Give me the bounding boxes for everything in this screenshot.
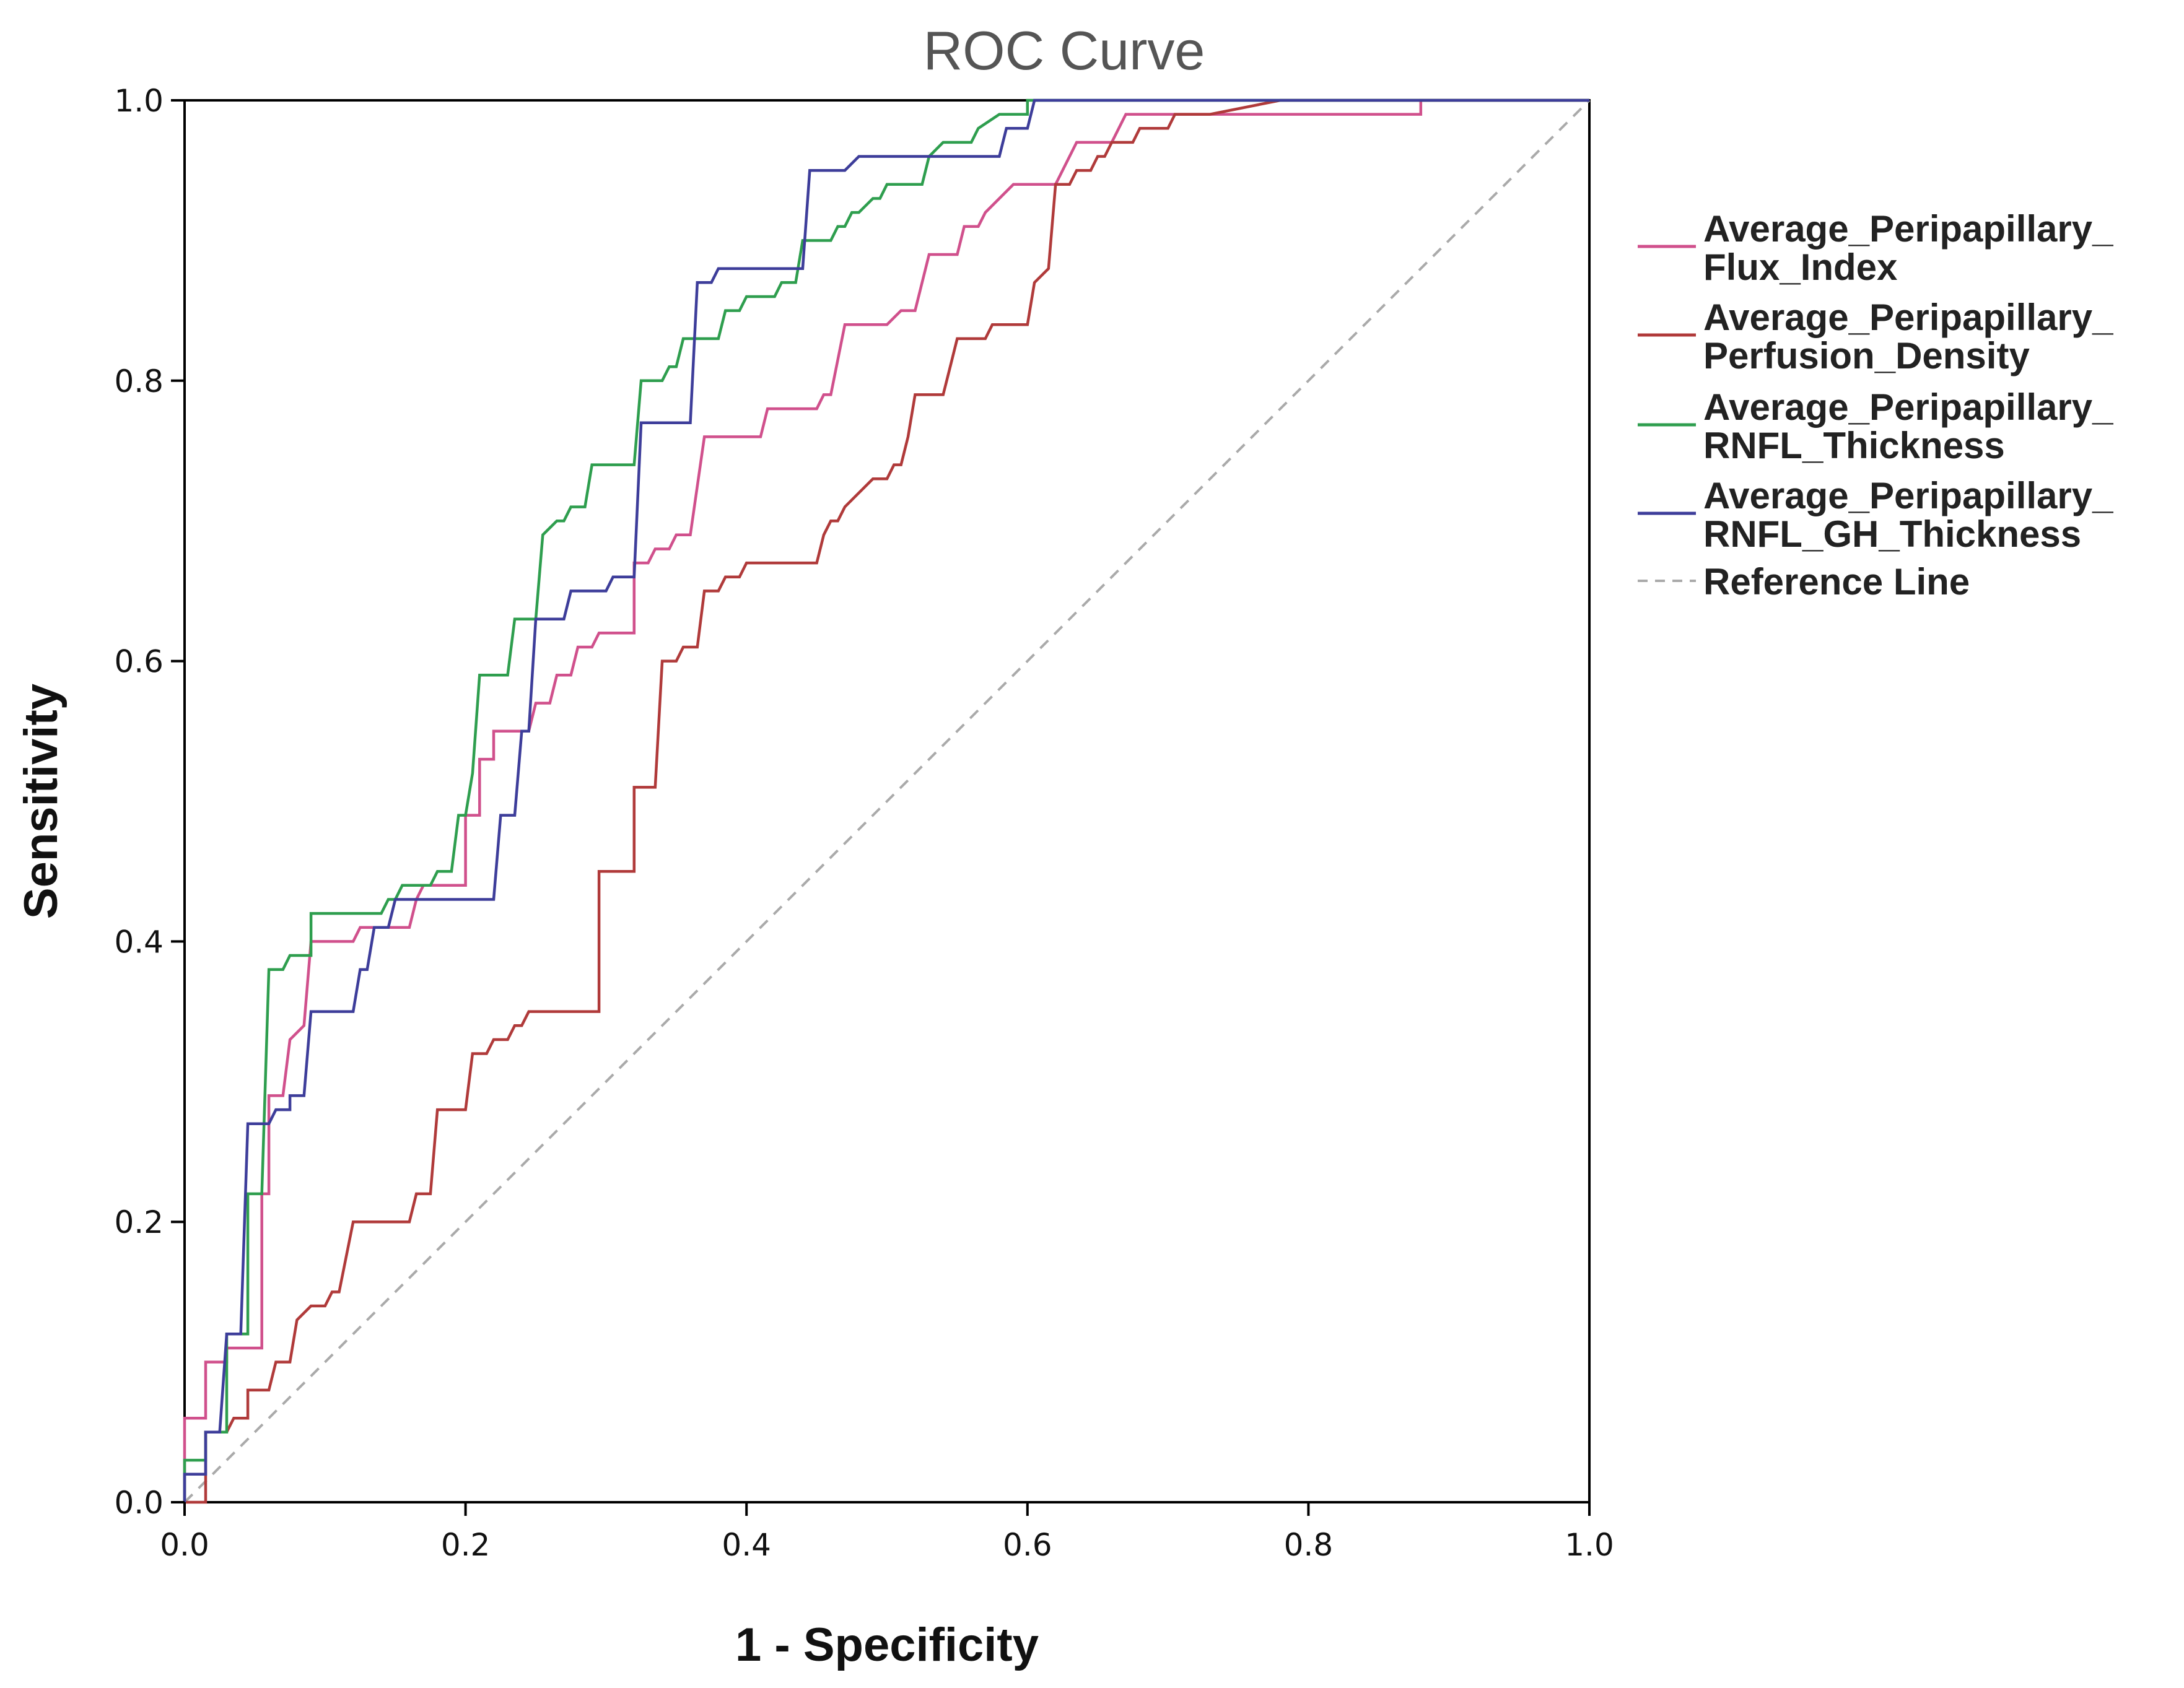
x-tick-label: 0.2 [441,1527,491,1563]
legend-item-perfusion-density: Average_Peripapillary_Perfusion_Density [1638,297,2113,376]
flux-index-curve [183,98,1589,1502]
y-tick-label: 0.2 [114,1204,164,1240]
legend-label: Reference Line [1703,561,1970,603]
y-tick-label: 0.8 [114,363,164,399]
reference-line-layer [183,99,1591,1503]
legend-item-rnfl-gh-thickness: Average_Peripapillary_RNFL_GH_Thickness [1638,475,2113,555]
axis-layer: 0.0 0.2 0.4 0.6 0.8 1.0 0.0 0.2 0.4 0.6 0.8 1.0 [114,83,1614,1563]
x-tick-label: 0.4 [722,1527,771,1563]
legend-label: Average_Peripapillary_ [1703,208,2113,250]
perfusion-density-curve [185,98,1589,1504]
legend-label: Average_Peripapillary_ [1703,297,2113,338]
rnfl-thickness-curve [183,98,1589,1502]
legend-item-flux-index: Average_Peripapillary_Flux_Index [1638,208,2113,288]
y-axis-label: Sensitivity [15,684,68,919]
legend-item-rnfl-thickness: Average_Peripapillary_RNFL_Thickness [1638,386,2113,466]
legend: Average_Peripapillary_Flux_IndexAverage_… [1638,208,2113,603]
x-tick-label: 0.6 [1003,1527,1052,1563]
x-tick-label: 1.0 [1565,1527,1614,1563]
legend-label: Average_Peripapillary_ [1703,386,2113,428]
y-tick-label: 1.0 [114,83,164,119]
legend-item-reference-line: Reference Line [1638,561,1970,603]
legend-label: Average_Peripapillary_ [1703,475,2113,516]
legend-label: Perfusion_Density [1703,335,2030,376]
legend-label: Flux_Index [1703,246,1897,288]
y-tick-label: 0.0 [114,1485,164,1521]
legend-label: RNFL_Thickness [1703,425,2005,466]
x-axis-label: 1 - Specificity [735,1619,1039,1671]
y-tick-label: 0.6 [114,644,164,680]
x-tick-label: 0.0 [160,1527,209,1563]
y-tick-label: 0.4 [114,924,164,960]
x-tick-label: 0.8 [1284,1527,1334,1563]
legend-label: RNFL_GH_Thickness [1703,513,2081,555]
series-layer [183,98,1589,1504]
chart-title: ROC Curve [924,20,1205,81]
reference-line [183,99,1591,1503]
rnfl-gh-thickness-curve [183,98,1589,1502]
plot-frame [183,99,1591,1503]
